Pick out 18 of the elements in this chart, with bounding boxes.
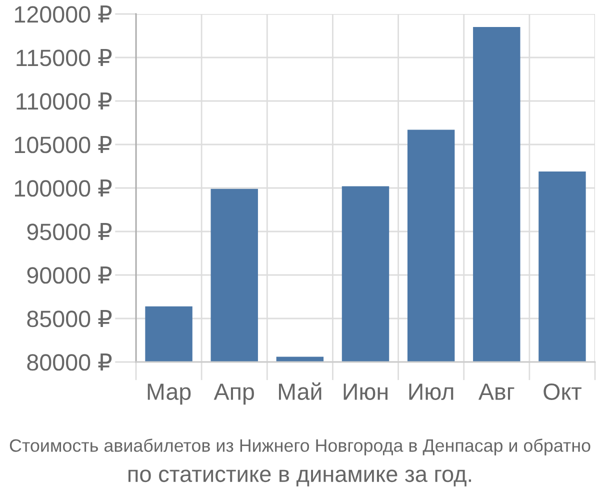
y-tick-label: 80000 ₽ xyxy=(27,353,112,371)
y-tick-label: 95000 ₽ xyxy=(27,222,112,240)
x-tick-label: Июн xyxy=(344,384,388,400)
y-tick-label: 120000 ₽ xyxy=(14,5,112,23)
y-tick-label: 105000 ₽ xyxy=(14,136,112,154)
y-tick-label: 85000 ₽ xyxy=(27,310,112,328)
text: по статистике в динамике за год. xyxy=(128,470,472,486)
y-tick-label: 110000 ₽ xyxy=(16,92,112,110)
y-tick-label: 115000 ₽ xyxy=(16,48,112,66)
x-tick-label: Авг xyxy=(478,384,514,400)
y-tick-label: 90000 ₽ xyxy=(27,266,112,284)
x-tick-label: Май xyxy=(278,382,322,400)
x-tick-label: Окт xyxy=(544,383,582,400)
text: Стоимость авиабилетов из Нижнего Новгорода в Денпасар и обратно xyxy=(10,438,590,456)
x-tick-label: Мар xyxy=(148,384,191,405)
y-tick-label: 100000 ₽ xyxy=(14,179,112,197)
x-tick-label: Июл xyxy=(409,384,454,400)
x-tick-label: Апр xyxy=(214,384,254,405)
